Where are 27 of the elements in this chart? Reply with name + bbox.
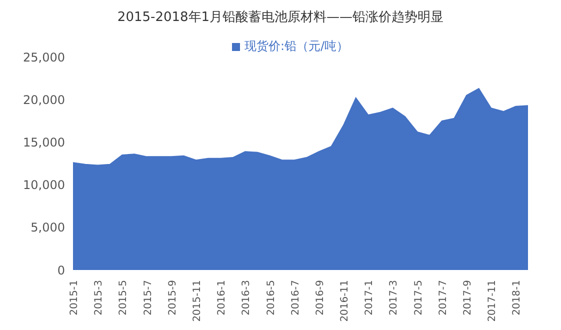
y-tick-label: 10,000 bbox=[23, 178, 65, 192]
x-tick-label: 2015-9 bbox=[167, 280, 178, 316]
x-tick-label: 2017-7 bbox=[438, 280, 449, 316]
x-tick-label: 2016-11 bbox=[340, 280, 351, 322]
y-tick-label: 5,000 bbox=[30, 220, 65, 235]
legend-label: 现货价:铅（元/吨） bbox=[244, 39, 349, 53]
x-tick-label: 2016-7 bbox=[290, 280, 302, 316]
y-tick-label: 20,000 bbox=[23, 92, 65, 107]
x-tick-label: 2015-5 bbox=[118, 280, 130, 316]
x-tick-label: 2015-3 bbox=[94, 280, 105, 316]
y-tick-label: 15,000 bbox=[23, 135, 65, 150]
x-tick-label: 2015-7 bbox=[142, 280, 154, 316]
x-tick-label: 2017-9 bbox=[462, 280, 474, 316]
x-tick-label: 2016-5 bbox=[266, 280, 277, 316]
x-tick-label: 2017-1 bbox=[364, 280, 376, 316]
x-tick-label: 2016-1 bbox=[216, 280, 228, 316]
y-tick-label: 0 bbox=[57, 263, 65, 278]
x-tick-label: 2015-1 bbox=[69, 280, 80, 316]
chart-title: 2015-2018年1月铅酸蓄电池原材料——铅涨价趋势明显 bbox=[116, 9, 445, 26]
x-tick-label: 2016-3 bbox=[241, 280, 252, 316]
x-tick-label: 2016-9 bbox=[314, 280, 326, 316]
x-tick-label: 2015-11 bbox=[192, 280, 203, 322]
x-tick-label: 2017-11 bbox=[487, 280, 498, 322]
x-tick-label: 2017-3 bbox=[388, 280, 400, 316]
x-tick-label: 2017-5 bbox=[413, 280, 424, 316]
y-tick-label: 25,000 bbox=[23, 50, 65, 64]
x-tick-label: 2018-1 bbox=[512, 280, 523, 316]
